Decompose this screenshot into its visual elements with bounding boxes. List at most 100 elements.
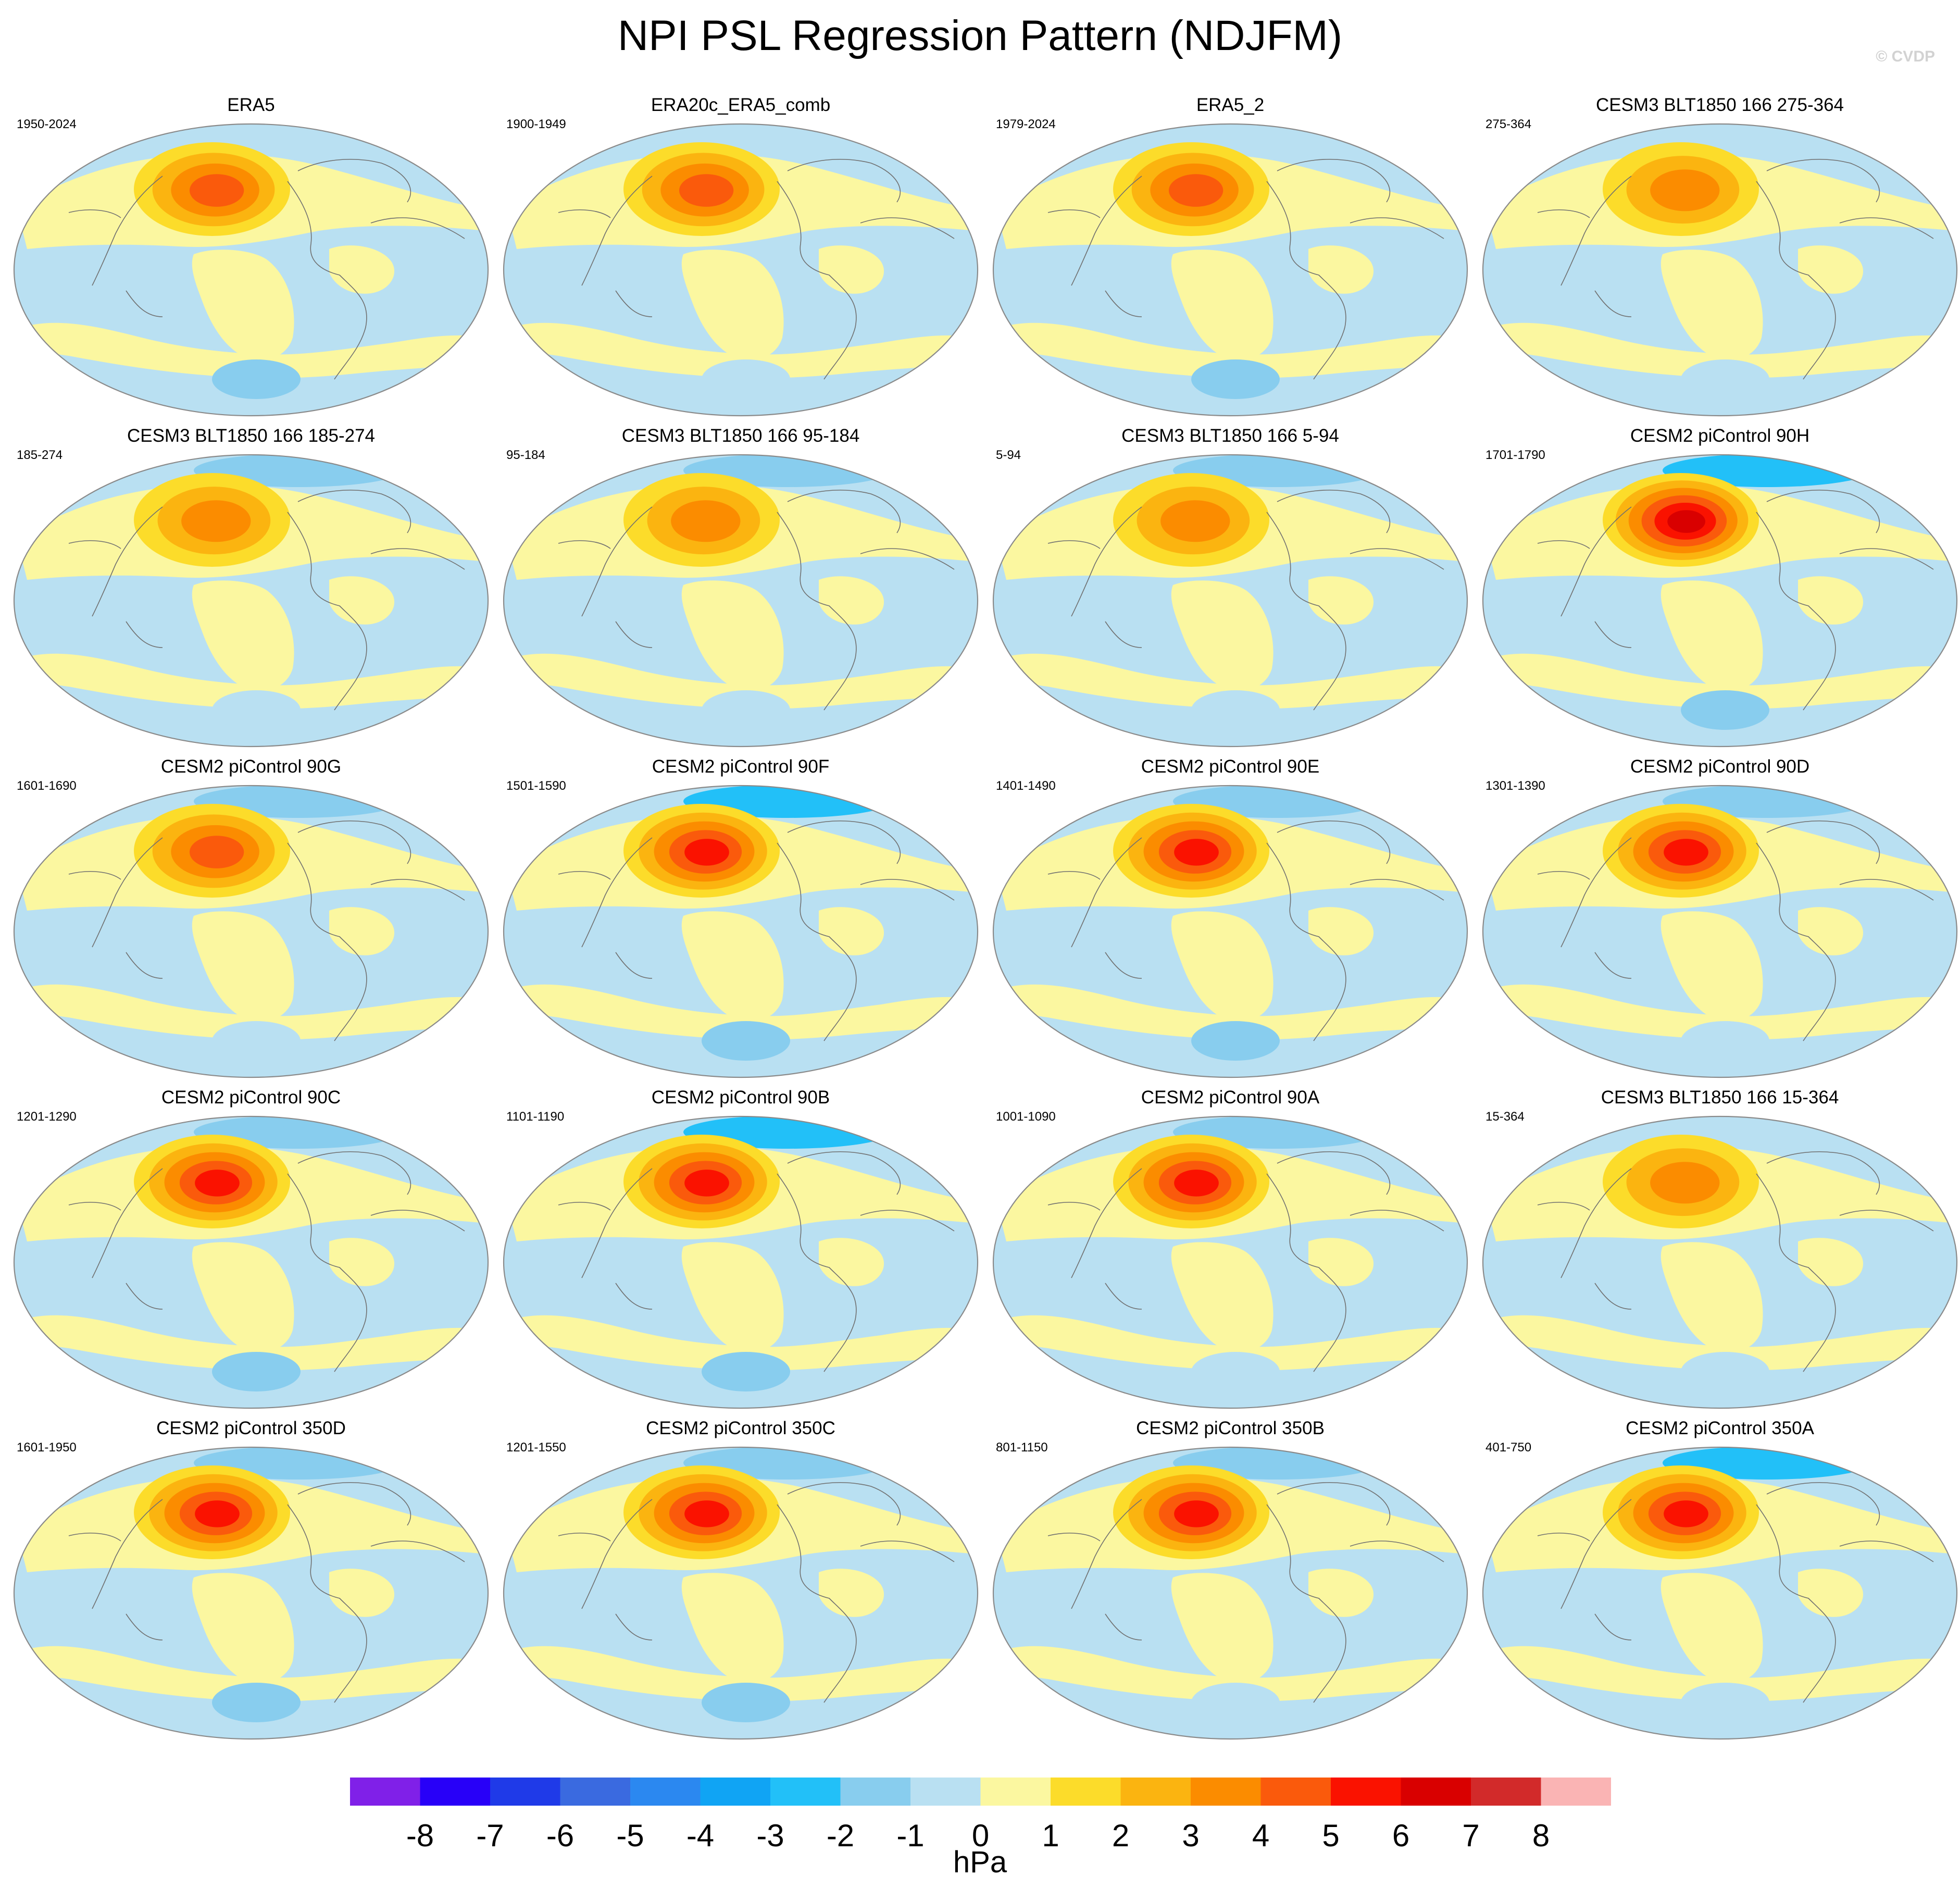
positive-tongue-central (1661, 250, 1763, 361)
coastline (615, 290, 653, 317)
map-field (13, 454, 489, 748)
colorbar-tick-label: -3 (756, 1818, 784, 1853)
colorbar-tick-label: -5 (616, 1818, 644, 1853)
panel-period: 801-1150 (996, 1440, 1048, 1455)
map-field (13, 785, 489, 1078)
map-outline (1482, 1446, 1958, 1740)
map-outline (13, 1446, 489, 1740)
colorbar-tick-label: -6 (546, 1818, 574, 1853)
coastline (1756, 1173, 1836, 1372)
positive-tongue-central (681, 580, 784, 692)
positive-tongue-central (1661, 580, 1763, 692)
map-field (992, 785, 1468, 1078)
coastline (1350, 879, 1444, 901)
negative-southern-anomaly (1681, 359, 1769, 399)
panel-title: CESM2 piControl 90A (1141, 1087, 1320, 1108)
coastline (1350, 217, 1444, 239)
map-panel: CESM2 piControl 350D 1601-1950 (6, 1417, 496, 1745)
coastline (1277, 490, 1391, 533)
positive-band-south (506, 984, 978, 1040)
coastline (1560, 506, 1632, 617)
coastline (1537, 871, 1590, 880)
colorbar-bin (350, 1778, 420, 1806)
coastline (68, 209, 121, 218)
coastline (1266, 842, 1346, 1041)
negative-southern-anomaly (702, 1683, 790, 1722)
colorbar-bin (770, 1778, 841, 1806)
map-outline (503, 1115, 979, 1409)
colorbar-bin (1541, 1778, 1611, 1806)
panel-period: 95-184 (506, 448, 545, 462)
npi-anomaly-contour (1168, 174, 1224, 207)
coastline (1071, 1499, 1142, 1609)
panel-title: CESM3 BLT1850 166 95-184 (621, 426, 860, 446)
positive-band-south (506, 653, 978, 709)
npi-anomaly-contour (684, 839, 729, 866)
negative-southern-anomaly (1191, 1021, 1280, 1061)
map-panel: ERA5 1950-2024 (6, 94, 496, 422)
negative-arctic-core (261, 1124, 376, 1145)
positive-tongue-central (681, 1573, 784, 1684)
negative-arctic-core (751, 1455, 866, 1476)
npi-anomaly-contour (195, 1170, 240, 1197)
positive-band-south (996, 653, 1467, 709)
positive-band-south (506, 1646, 978, 1701)
negative-arctic-core (1730, 793, 1845, 814)
negative-arctic-core (1241, 1455, 1355, 1476)
npi-anomaly-contour (679, 174, 734, 207)
negative-southern-anomaly (212, 690, 301, 730)
negative-southern-anomaly (702, 359, 790, 399)
positive-band-south (1485, 1646, 1957, 1701)
colorbar-tick-label: 2 (1112, 1818, 1129, 1853)
map-outline (13, 123, 489, 417)
coastline (1594, 1613, 1632, 1641)
coastline (370, 548, 465, 570)
coastline (1560, 1168, 1632, 1278)
figure-title: NPI PSL Regression Pattern (NDJFM) (617, 12, 1343, 59)
coastline (1350, 548, 1444, 570)
negative-southern-anomaly (1191, 1352, 1280, 1391)
coastline (1071, 176, 1142, 286)
coastline (126, 952, 163, 979)
coastline (860, 1540, 955, 1562)
positive-patch-atlantic (819, 245, 884, 294)
panel-title: CESM2 piControl 90H (1630, 426, 1810, 446)
map-field (1482, 454, 1958, 748)
coastline (287, 1504, 367, 1703)
coastline (68, 1202, 121, 1211)
npi-anomaly-contour (671, 500, 741, 542)
negative-southern-anomaly (702, 690, 790, 730)
colorbar-tick-label: 3 (1182, 1818, 1199, 1853)
coastline (1839, 879, 1934, 901)
positive-patch-atlantic (1798, 1238, 1864, 1286)
coastline (92, 506, 163, 617)
positive-tongue-central (681, 250, 784, 361)
positive-patch-atlantic (819, 576, 884, 625)
coastline (1105, 1283, 1142, 1310)
map-outline (13, 454, 489, 748)
coastline (1266, 181, 1346, 380)
negative-southern-anomaly (702, 1352, 790, 1391)
map-panel: CESM2 piControl 350B 801-1150 (985, 1417, 1475, 1745)
panel-period: 1401-1490 (996, 779, 1056, 793)
coastline (1350, 1210, 1444, 1232)
coastline (1839, 1540, 1934, 1562)
coastline (615, 1613, 653, 1641)
map-field (1482, 123, 1958, 417)
map-panel: ERA5_2 1979-2024 (985, 94, 1475, 422)
negative-southern-anomaly (1681, 690, 1769, 730)
panel-period: 1201-1290 (17, 1110, 77, 1124)
coastline (1350, 1540, 1444, 1562)
npi-anomaly-contour (684, 1170, 729, 1197)
colorbar-bin (1471, 1778, 1541, 1806)
positive-patch-atlantic (1798, 245, 1864, 294)
positive-tongue-central (1171, 250, 1274, 361)
coastline (1047, 1202, 1101, 1211)
coastline (92, 837, 163, 948)
map-outline (1482, 785, 1958, 1078)
negative-arctic-core (261, 793, 376, 814)
coastline (1277, 1151, 1391, 1195)
positive-band-south (17, 653, 488, 709)
negative-southern-anomaly (212, 359, 301, 399)
positive-tongue-central (1171, 1573, 1274, 1684)
